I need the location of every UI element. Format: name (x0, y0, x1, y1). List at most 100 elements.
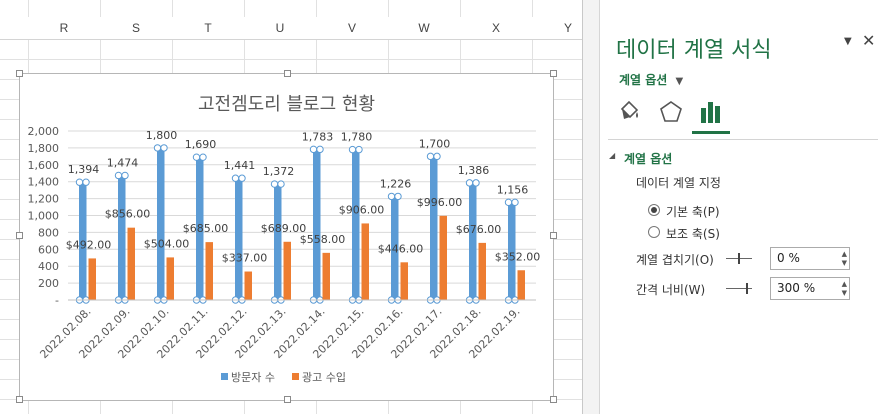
selection-handle (472, 179, 480, 187)
primary-axis-label[interactable]: 기본 축(P) (666, 205, 720, 219)
selection-handle (355, 145, 363, 154)
effects-icon[interactable] (658, 99, 684, 125)
pane-title: 데이터 계열 서식 (616, 38, 772, 63)
selection-handle (153, 144, 162, 152)
bar-visitors (118, 175, 126, 300)
resize-handle[interactable] (16, 70, 23, 77)
spreadsheet-grid[interactable]: R S T U V W X Y 고전겜도리 블로그 현황 2,000 1,800 1,600 1,40… (0, 0, 582, 414)
y-tick-label: 800 (38, 226, 59, 239)
column-header-R[interactable]: R (59, 21, 69, 35)
divider (608, 139, 878, 140)
section-series-options[interactable]: ◢ 계열 옵션 (609, 150, 673, 167)
data-label-ad-revenue: $352.00 (495, 250, 541, 263)
spin-down-icon[interactable]: ▼ (841, 259, 847, 267)
bar-visitors (430, 156, 438, 300)
overlap-value[interactable]: 0 % (777, 251, 800, 265)
data-label-visitors: 1,700 (419, 137, 451, 150)
gap-width-spinner[interactable]: 300 % ▲ ▼ (770, 277, 850, 300)
column-header-X[interactable]: X (491, 21, 500, 35)
spin-up-icon[interactable]: ▲ (841, 280, 847, 288)
y-tick-label: 1,800 (28, 142, 60, 155)
section-label: 계열 옵션 (624, 152, 673, 166)
y-tick-label: 1,200 (28, 193, 60, 206)
secondary-axis-radio[interactable] (648, 226, 660, 238)
data-label-visitors: 1,394 (68, 163, 100, 176)
secondary-axis-label[interactable]: 보조 축(S) (666, 227, 720, 241)
close-icon[interactable]: ✕ (862, 31, 876, 50)
bar-visitors (79, 182, 87, 300)
data-label-visitors: 1,800 (146, 129, 178, 142)
bar-ad-revenue (400, 262, 408, 300)
data-label-ad-revenue: $337.00 (222, 252, 268, 265)
y-tick-label: 600 (38, 243, 59, 256)
chart-title: 고전겜도리 블로그 현황 (198, 94, 375, 115)
column-header-V[interactable]: V (347, 21, 356, 35)
y-tick-label: - (55, 294, 59, 307)
selection-handle (387, 192, 396, 201)
selection-handle (316, 145, 324, 154)
column-header-Y[interactable]: Y (563, 21, 572, 35)
bar-ad-revenue (517, 270, 525, 300)
column-header-row: R S T U V W X Y (0, 17, 582, 40)
series-options-menu-label: 계열 옵션 (619, 73, 668, 87)
resize-handle[interactable] (284, 70, 291, 77)
gap-width-slider[interactable] (726, 283, 752, 294)
selection-handle (433, 152, 441, 161)
resize-handle[interactable] (550, 70, 557, 77)
column-header-U[interactable]: U (275, 21, 285, 35)
resize-handle[interactable] (16, 232, 23, 239)
slider-thumb[interactable] (746, 283, 748, 294)
spin-down-icon[interactable]: ▼ (841, 289, 847, 297)
selection-handle (394, 192, 402, 201)
resize-handle[interactable] (550, 396, 557, 403)
bar-ad-revenue (478, 242, 486, 300)
bar-visitors (508, 202, 516, 300)
data-label-ad-revenue: $685.00 (183, 222, 229, 235)
y-tick-label: 1,400 (28, 176, 60, 189)
data-label-ad-revenue: $996.00 (417, 196, 463, 209)
y-tick-label: 200 (38, 277, 59, 290)
resize-handle[interactable] (16, 396, 23, 403)
column-header-S[interactable]: S (131, 21, 140, 35)
slider-thumb[interactable] (738, 253, 740, 264)
primary-axis-radio[interactable] (648, 204, 660, 216)
bar-visitors (391, 196, 399, 300)
overlap-slider[interactable] (726, 253, 752, 264)
data-label-visitors: 1,156 (497, 183, 529, 196)
column-header-W[interactable]: W (418, 21, 430, 35)
data-label-ad-revenue: $676.00 (456, 223, 502, 236)
data-label-visitors: 1,441 (224, 159, 256, 172)
active-tab-indicator (692, 131, 730, 134)
chevron-down-icon[interactable]: ▼ (844, 36, 852, 47)
spin-up-icon[interactable]: ▲ (841, 250, 847, 258)
y-tick-label: 1,600 (28, 159, 60, 172)
resize-handle[interactable] (550, 232, 557, 239)
bar-ad-revenue (322, 252, 330, 300)
legend-label-visitors: 방문자 수 (231, 371, 275, 384)
overlap-spinner[interactable]: 0 % ▲ ▼ (770, 247, 850, 270)
column-header-T[interactable]: T (204, 21, 212, 35)
series-options-icon[interactable] (698, 99, 724, 125)
selection-handle (277, 180, 285, 188)
y-tick-label: 400 (38, 260, 59, 273)
bar-ad-revenue (361, 223, 369, 300)
data-label-ad-revenue: $446.00 (378, 242, 424, 255)
resize-handle[interactable] (284, 396, 291, 403)
bar-ad-revenue (88, 258, 96, 300)
grid-row-line (0, 59, 582, 60)
gap-width-value[interactable]: 300 % (777, 281, 816, 295)
legend-swatch-visitors (221, 373, 228, 380)
data-label-visitors: 1,372 (263, 165, 295, 178)
pane-divider (582, 0, 583, 414)
bar-ad-revenue (166, 257, 174, 300)
selection-handle (75, 178, 84, 186)
selection-handle (82, 178, 90, 186)
bar-visitors (313, 149, 321, 300)
selection-handle (426, 152, 435, 161)
chart-area[interactable]: 고전겜도리 블로그 현황 2,000 1,800 1,600 1,400 1,200 1,0… (19, 73, 554, 401)
format-data-series-pane: 데이터 계열 서식 ▼ ✕ 계열 옵션 ▼ ◢ 계열 옵션 데이터 계열 지정 … (599, 0, 883, 414)
triangle-down-icon: ◢ (609, 151, 616, 160)
series-options-menu[interactable]: 계열 옵션 ▼ (619, 71, 683, 88)
fill-line-icon[interactable] (616, 99, 642, 125)
y-tick-label: 2,000 (28, 125, 60, 138)
